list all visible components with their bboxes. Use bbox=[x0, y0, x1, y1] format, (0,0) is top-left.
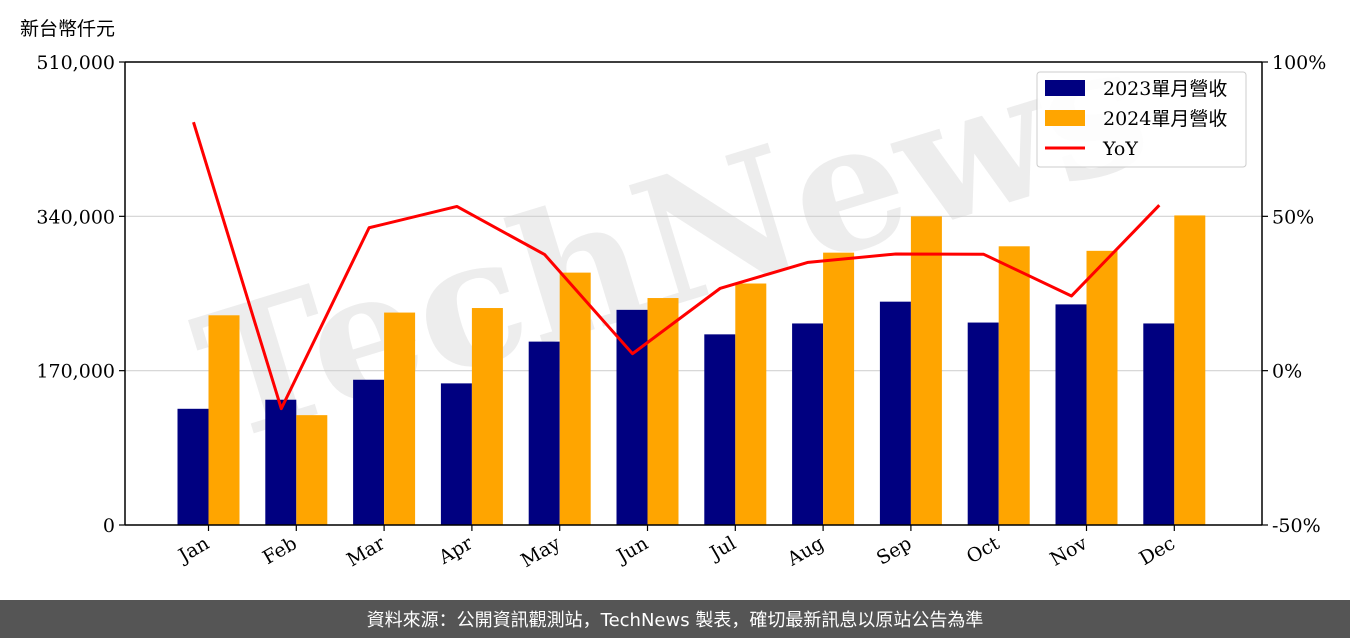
bar-2023-mar bbox=[353, 379, 385, 525]
x-tick-label-may: May bbox=[517, 532, 564, 572]
bar-2023-jul bbox=[704, 334, 736, 525]
bar-2024-dec bbox=[1174, 215, 1206, 526]
x-tick-label-apr: Apr bbox=[434, 532, 477, 569]
bar-2024-aug bbox=[823, 252, 855, 525]
legend: 2023單月營收 2024單月營收 YoY bbox=[1036, 71, 1247, 168]
bar-2023-oct bbox=[967, 322, 999, 525]
bar-2024-may bbox=[559, 272, 591, 525]
left-tick-label: 170,000 bbox=[36, 361, 115, 383]
bar-2024-nov bbox=[1086, 250, 1118, 526]
right-tick-label: 100% bbox=[1272, 52, 1326, 74]
bar-2023-feb bbox=[265, 399, 297, 525]
bar-2023-apr bbox=[440, 383, 472, 525]
legend-box bbox=[1036, 71, 1247, 168]
footer-text: 資料來源：公開資訊觀測站，TechNews 製表，確切最新訊息以原站公告為準 bbox=[366, 610, 984, 631]
x-tick-label-sep: Sep bbox=[873, 532, 916, 569]
bar-2024-jun bbox=[647, 298, 679, 525]
bar-2023-jan bbox=[177, 408, 209, 525]
left-tick-label: 340,000 bbox=[36, 206, 115, 228]
bar-2023-may bbox=[528, 341, 560, 525]
footer-source-note: 資料來源：公開資訊觀測站，TechNews 製表，確切最新訊息以原站公告為準 bbox=[0, 600, 1350, 638]
x-tick-label-mar: Mar bbox=[343, 532, 389, 571]
bar-2024-jan bbox=[208, 315, 240, 525]
legend-label-1: 2024單月營收 bbox=[1103, 108, 1227, 130]
legend-swatch-1 bbox=[1045, 110, 1085, 126]
bar-2024-sep bbox=[910, 216, 942, 526]
bar-2023-aug bbox=[792, 323, 824, 525]
x-tick-label-nov: Nov bbox=[1046, 532, 1091, 571]
x-tick-label-dec: Dec bbox=[1136, 532, 1179, 570]
y-axis-unit-label: 新台幣仟元 bbox=[20, 18, 116, 40]
x-tick-label-jan: Jan bbox=[173, 532, 213, 568]
x-tick-label-feb: Feb bbox=[259, 532, 301, 569]
legend-label-0: 2023單月營收 bbox=[1103, 78, 1227, 100]
bar-2024-jul bbox=[735, 283, 767, 525]
legend-swatch-0 bbox=[1045, 80, 1085, 96]
bar-2024-mar bbox=[384, 312, 416, 525]
yoy-line bbox=[192, 121, 1161, 411]
bar-2023-nov bbox=[1055, 304, 1087, 525]
right-tick-label: 0% bbox=[1272, 361, 1302, 383]
x-tick-label-jun: Jun bbox=[611, 532, 652, 568]
bar-2023-sep bbox=[879, 301, 911, 525]
x-tick-label-jul: Jul bbox=[705, 532, 740, 565]
bar-2023-dec bbox=[1143, 323, 1175, 525]
x-tick-label-oct: Oct bbox=[963, 532, 1004, 568]
right-tick-label: 50% bbox=[1272, 206, 1314, 228]
left-tick-label: 0 bbox=[103, 515, 115, 537]
right-tick-label: -50% bbox=[1272, 515, 1321, 537]
x-tick-label-aug: Aug bbox=[783, 532, 828, 571]
bar-2024-apr bbox=[471, 308, 503, 525]
legend-label-2: YoY bbox=[1102, 138, 1138, 160]
left-tick-label: 510,000 bbox=[36, 52, 115, 74]
revenue-chart: TechNews0170,000340,000510,000-50%0%50%1… bbox=[36, 1, 1326, 572]
bar-2024-feb bbox=[296, 415, 328, 525]
bar-2024-oct bbox=[998, 246, 1030, 525]
